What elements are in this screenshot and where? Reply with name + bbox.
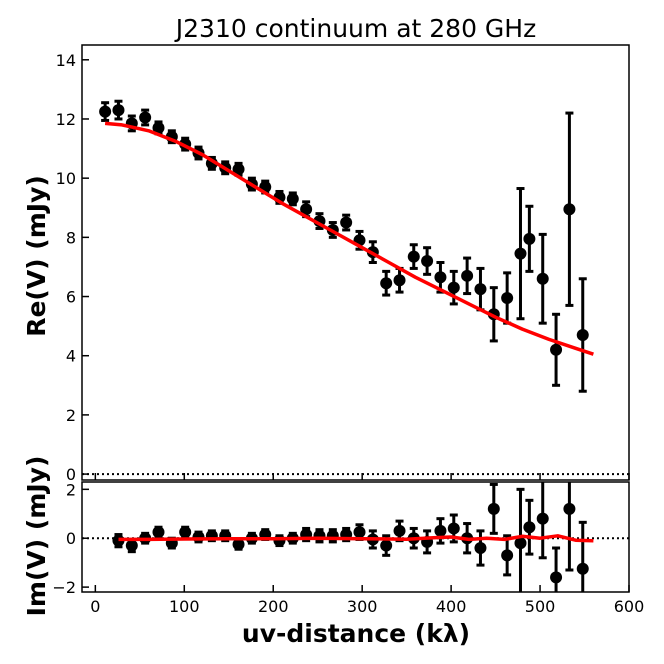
real-panel: 0 2 4 6 8 10 12 14 (56, 44, 630, 484)
data-point (99, 105, 112, 118)
y-tick-label: −2 (52, 578, 76, 597)
y-tick-label: 10 (56, 169, 76, 188)
data-point (501, 292, 514, 305)
data-point (501, 549, 514, 562)
data-point (232, 538, 245, 551)
chart-title: J2310 continuum at 280 GHz (174, 14, 536, 43)
plot-frame (81, 481, 630, 593)
x-axis-label: uv-distance (kλ) (242, 619, 470, 648)
x-tick-label: 600 (614, 597, 645, 616)
y-tick-label: 4 (66, 347, 76, 366)
data-point (550, 343, 563, 356)
data-point (393, 274, 406, 287)
data-point (112, 104, 125, 117)
data-point (536, 272, 549, 285)
y-tick-label: 8 (66, 228, 76, 247)
data-point (273, 534, 286, 547)
data-point (576, 329, 589, 341)
y-axis-label-imaginary: Im(V) (mJy) (22, 456, 51, 617)
data-point (232, 163, 245, 176)
y-tick-label: 6 (66, 288, 76, 307)
data-point (523, 521, 536, 534)
y-axis-label-real: Re(V) (mJy) (22, 175, 51, 337)
data-point (380, 539, 393, 552)
data-point (300, 203, 313, 216)
x-tick-label: 300 (347, 597, 378, 616)
y-tick-label: 0 (66, 529, 76, 548)
data-point (563, 502, 576, 515)
data-point (563, 203, 576, 216)
x-tick-label: 200 (258, 597, 289, 616)
data-point (421, 255, 434, 268)
data-layer (99, 99, 594, 393)
data-point (380, 277, 393, 290)
data-point (536, 512, 549, 525)
data-point (514, 537, 527, 550)
data-point (550, 571, 563, 584)
imaginary-panel: −2 0 2 0 100 200 300 400 500 600 (52, 480, 645, 616)
data-point (393, 524, 406, 537)
data-point (447, 281, 460, 294)
data-point (407, 250, 420, 263)
data-point (286, 192, 299, 205)
data-point (139, 111, 152, 124)
model-curve (104, 121, 594, 356)
x-tick-label: 400 (436, 597, 467, 616)
x-tick-label: 0 (90, 597, 100, 616)
data-point (179, 526, 192, 539)
y-tick-label: 2 (66, 480, 76, 499)
y-tick-label: 2 (66, 406, 76, 425)
data-point (353, 526, 366, 539)
x-tick-label: 500 (525, 597, 556, 616)
data-point (474, 283, 487, 296)
y-tick-label: 0 (66, 465, 76, 484)
data-point (152, 526, 165, 539)
data-point (487, 502, 500, 515)
data-point (340, 216, 353, 229)
plot-frame (81, 44, 630, 481)
data-point (192, 531, 205, 543)
data-point (474, 542, 487, 554)
data-layer (112, 482, 594, 592)
data-point (447, 522, 460, 535)
y-tick-label: 14 (56, 51, 76, 70)
model-curve (118, 534, 594, 543)
data-point (461, 269, 474, 282)
data-point (523, 232, 536, 245)
x-tick-label: 100 (169, 597, 200, 616)
data-point (152, 121, 165, 134)
data-point (514, 247, 527, 260)
data-point (434, 524, 447, 537)
data-point (125, 539, 138, 552)
y-tick-label: 12 (56, 110, 76, 129)
data-point (434, 271, 447, 284)
data-point (576, 562, 589, 575)
